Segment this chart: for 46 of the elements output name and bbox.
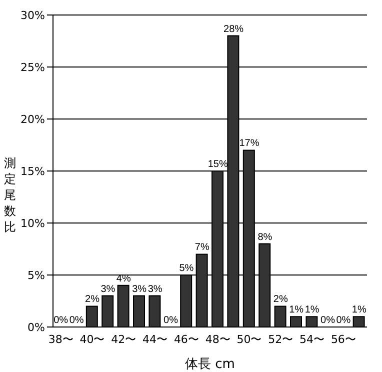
bar xyxy=(352,316,365,327)
data-label: 17% xyxy=(239,138,260,150)
bar xyxy=(306,316,318,327)
data-label: 0% xyxy=(320,315,336,326)
data-label: 8% xyxy=(258,232,272,243)
data-label: 0% xyxy=(69,315,84,326)
x-tick-label: 44〜 xyxy=(142,332,168,346)
y-tick-label: 5% xyxy=(28,268,45,282)
data-label: 3% xyxy=(148,284,162,295)
y-tick-label: 30% xyxy=(20,8,45,22)
y-tick-label: 15% xyxy=(20,164,45,178)
data-label: 2% xyxy=(273,294,288,306)
bar xyxy=(117,284,130,327)
y-tick-label: 10% xyxy=(20,216,45,230)
data-label: 1% xyxy=(352,304,366,316)
y-tick-label: 0% xyxy=(28,320,45,334)
bar xyxy=(290,316,302,327)
x-tick-label: 50〜 xyxy=(236,332,262,346)
x-tick-label: 52〜 xyxy=(268,332,294,346)
data-label: 0% xyxy=(164,315,178,326)
x-tick-label: 42〜 xyxy=(111,332,136,346)
data-label: 5% xyxy=(179,263,194,274)
bar xyxy=(86,306,98,327)
data-label: 0% xyxy=(336,315,351,326)
data-label: 28% xyxy=(224,24,244,35)
data-label: 3% xyxy=(100,284,116,295)
bar xyxy=(148,295,161,327)
data-label: 3% xyxy=(132,284,147,295)
y-axis-title: 測定尾数比 xyxy=(4,156,16,234)
y-tick-label: 25% xyxy=(20,60,45,74)
x-tick-label: 38〜 xyxy=(48,332,74,346)
y-tick-label: 20% xyxy=(20,112,45,126)
bar xyxy=(274,306,286,327)
data-label: 0% xyxy=(54,315,68,326)
bar xyxy=(133,295,145,327)
x-tick-label: 46〜 xyxy=(174,332,199,346)
x-tick-label: 48〜 xyxy=(205,332,230,346)
x-tick-label: 40〜 xyxy=(80,332,105,346)
data-label: 1% xyxy=(304,304,320,316)
x-axis-title: 体長 cm xyxy=(185,357,235,372)
data-label: 1% xyxy=(289,304,304,316)
x-tick-label: 54〜 xyxy=(300,332,325,346)
bar xyxy=(102,295,114,327)
data-label: 7% xyxy=(194,242,210,254)
x-tick-label: 56〜 xyxy=(330,332,356,346)
data-label: 2% xyxy=(85,294,100,306)
